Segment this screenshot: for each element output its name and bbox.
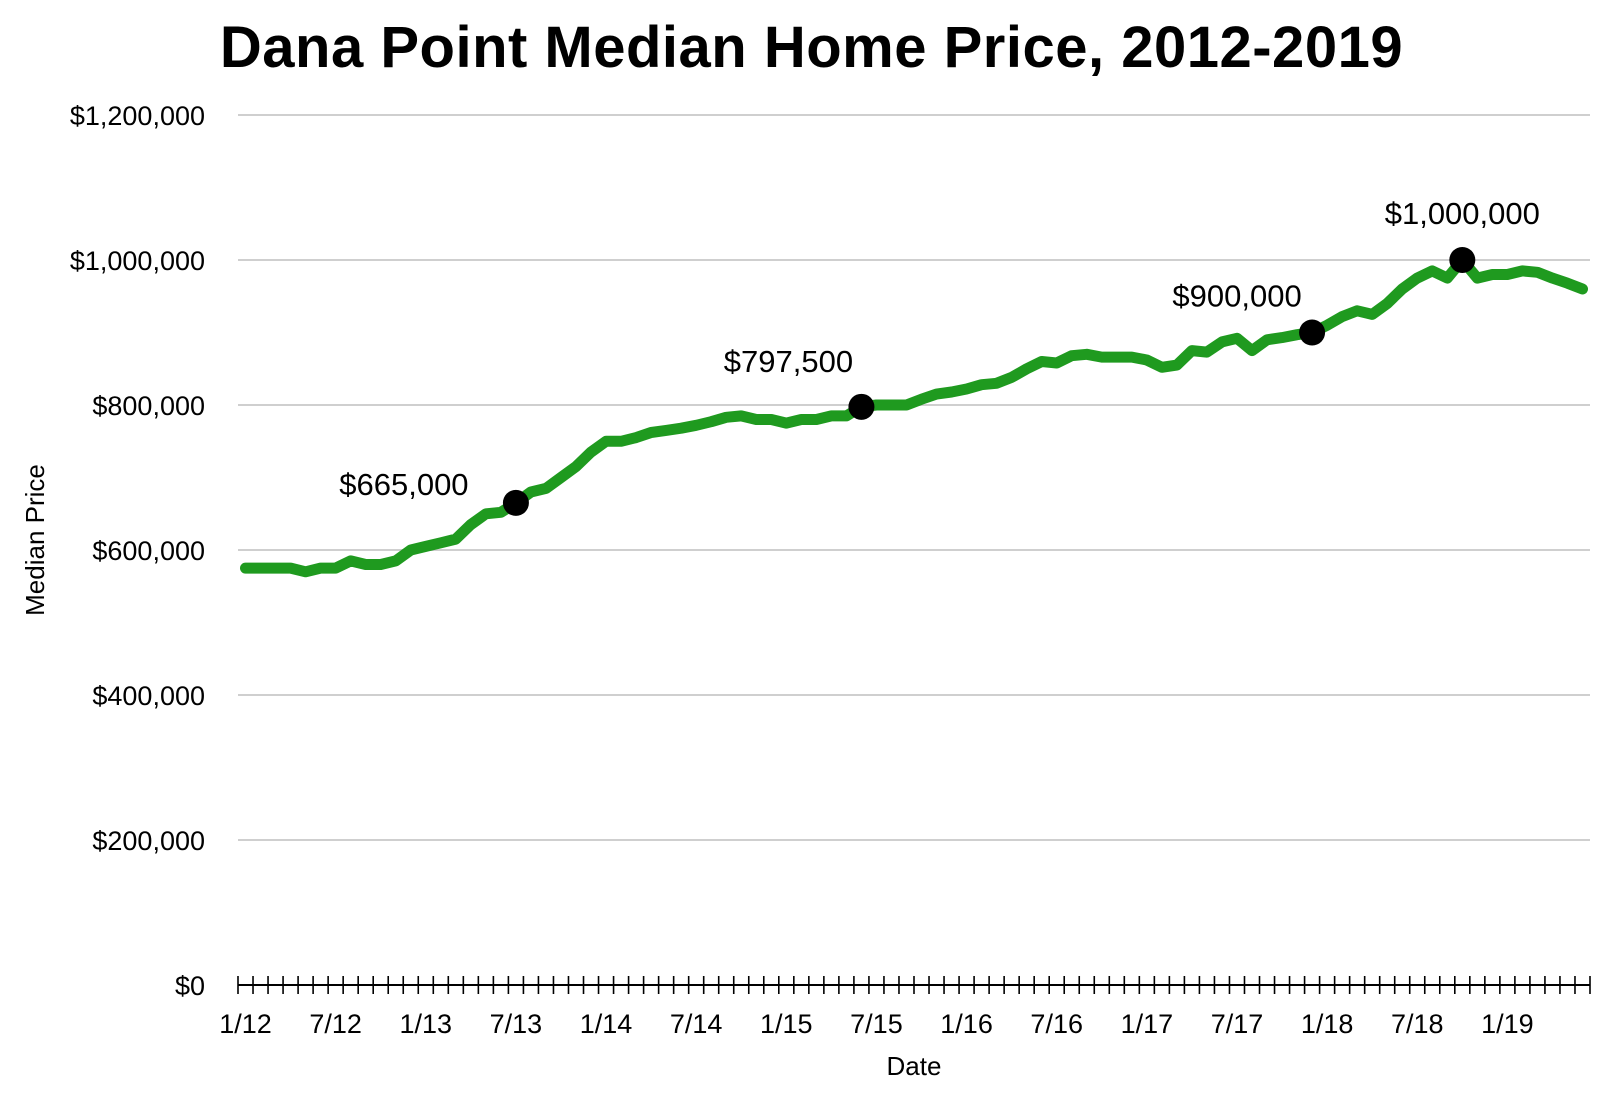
y-tick-label: $1,200,000 — [70, 101, 205, 131]
series-line — [240, 254, 1588, 578]
x-tick-label: 1/12 — [219, 1009, 272, 1039]
annotation-label: $900,000 — [1172, 279, 1301, 314]
x-tick-label: 1/17 — [1121, 1009, 1174, 1039]
price-line — [240, 254, 1588, 578]
y-tick-label: $800,000 — [92, 391, 205, 421]
x-tick-label: 7/13 — [490, 1009, 543, 1039]
annotations: $665,000 $797,500 $900,000 $1,000,000 — [339, 196, 1540, 516]
x-tick-label: 7/16 — [1030, 1009, 1083, 1039]
x-tick-label: 1/18 — [1301, 1009, 1354, 1039]
x-tick-label: 1/19 — [1481, 1009, 1534, 1039]
y-tick-label: $400,000 — [92, 681, 205, 711]
y-tick-label: $600,000 — [92, 536, 205, 566]
x-tick-label: 1/14 — [580, 1009, 633, 1039]
x-tick-label: 1/16 — [940, 1009, 993, 1039]
x-tick-label: 1/15 — [760, 1009, 813, 1039]
annotation-label: $1,000,000 — [1385, 196, 1540, 231]
annotation-point — [502, 489, 529, 516]
x-tick-label: 7/18 — [1391, 1009, 1444, 1039]
annotation-label: $665,000 — [339, 467, 468, 502]
annotation-label: $797,500 — [724, 344, 853, 379]
annotation-point — [1449, 247, 1476, 273]
x-axis-label: Date — [887, 1051, 942, 1081]
x-axis: 1/12 7/12 1/13 7/13 1/14 7/14 1/15 7/15 1/16 7/16… — [219, 976, 1591, 1039]
annotation-point — [1299, 319, 1326, 346]
y-tick-label: $200,000 — [92, 826, 205, 856]
x-tick-label: 1/13 — [399, 1009, 452, 1039]
x-tick-label: 7/17 — [1211, 1009, 1264, 1039]
y-tick-label: $0 — [175, 971, 205, 1001]
annotation-point — [848, 393, 875, 420]
y-tick-label: $1,000,000 — [70, 246, 205, 276]
x-tick-label: 7/14 — [670, 1009, 723, 1039]
chart-title: Dana Point Median Home Price, 2012-2019 — [219, 15, 1404, 80]
x-tick-label: 7/12 — [309, 1009, 362, 1039]
y-axis: $0 $200,000 $400,000 $600,000 $800,000 $1,000… — [70, 101, 205, 1001]
y-axis-label: Median Price — [20, 464, 50, 616]
x-tick-label: 7/15 — [850, 1009, 903, 1039]
